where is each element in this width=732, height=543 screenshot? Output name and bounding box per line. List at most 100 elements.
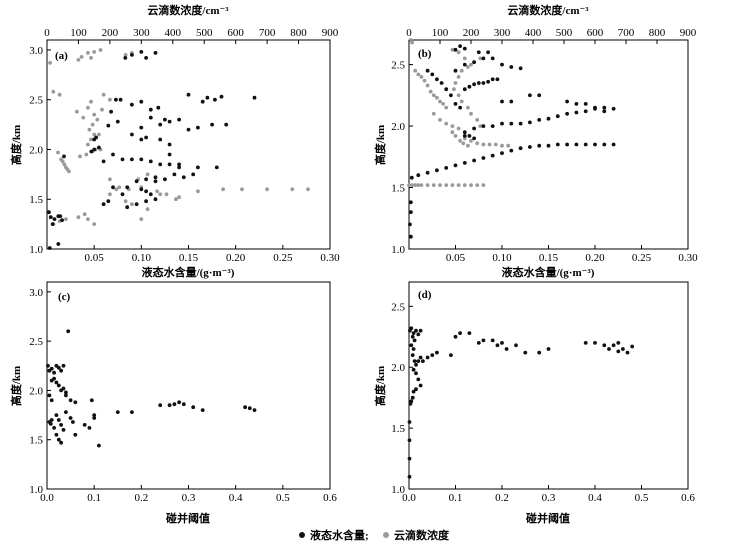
panel-b-liquid-point [574,142,579,147]
panel-a-liquid-point [144,199,149,204]
panel-a-liquid-point [139,50,144,54]
panel-b-liquid-point [611,106,616,111]
panel-a-droplet-point [89,137,93,142]
panel-a-liquid-point [186,127,191,132]
panel-b-droplet-point [413,68,418,73]
panel-b-droplet-point [410,183,414,188]
panel-c-liquid-point [172,402,177,407]
panel-a-liquid-point [153,179,158,184]
panel-b-xtick-label: 0.15 [539,252,559,264]
panel-c-label: (c) [58,291,71,303]
panel-c-ytick-label: 1.0 [29,484,43,496]
panel-a-droplet-point [123,53,128,57]
panel-b-liquid-point [449,93,453,98]
panel-d-liquid-point [583,341,588,345]
panel-d-liquid-point [410,334,415,339]
panel-b-droplet-point [487,142,492,147]
panel-b-droplet-point [466,143,470,148]
panel-a-ytick-label: 3.0 [29,45,43,57]
panel-b-liquid-point [462,46,467,51]
panel-a-liquid-point [191,172,196,177]
panel-a-liquid-point [148,159,153,164]
panel-b-droplet-point [493,142,498,147]
panel-a-ytick-label: 1.5 [29,194,43,206]
panel-d-liquid-point [421,359,425,363]
panel-a-liquid-point [186,92,191,97]
panel-b-liquid-point [462,161,467,165]
panel-c-xtick-label: 0.3 [182,492,196,504]
panel-b-liquid-point [453,163,458,168]
panel-d-liquid-point [418,355,423,360]
panel-a-liquid-point [48,215,53,220]
panel-b-droplet-point [475,118,480,122]
panel-b-xtick-label: 0.25 [632,252,652,264]
panel-a-droplet-point [101,92,106,97]
panel-b-liquid-point [462,62,467,67]
panel-a-liquid-point [56,242,61,246]
panel-b-liquid-point [472,136,476,141]
panel-a-liquid-point [47,210,51,215]
panel-b-droplet-point [506,143,511,148]
panel-d-liquid-point [616,341,621,345]
panel-d-label: (d) [418,289,432,301]
panel-d-xtick-label: 0.4 [588,492,602,504]
panel-b-liquid-point [546,143,551,148]
panel-a-droplet-point [97,132,101,137]
panel-a-droplet-point [114,187,119,192]
panel-a: 0.05 0.10 0.15 0.20 0.25 0.30 1.0 1.5 2.0 2.5 3.00… [9,3,340,279]
panel-b-liquid-point [518,146,523,151]
panel-b-top-xtick-label: 600 [587,27,604,39]
panel-b-liquid-point [444,87,449,92]
panel-b-droplet-point [431,183,436,188]
panel-b-droplet-point [469,138,473,143]
panel-d-liquid-point [418,328,423,333]
panel-c-liquid-point [61,363,66,368]
panel-a-droplet-point [177,195,182,200]
panel-a-liquid-point [224,122,229,127]
legend-liquid-marker [299,532,305,538]
panel-c-liquid-point [92,416,97,420]
panel-a-droplet-point [155,189,160,194]
panel-b-top-xtick-label: 200 [463,27,480,39]
panel-c-liquid-point [56,437,61,442]
panel-a-droplet-point [92,112,97,117]
panel-b-droplet-point [452,87,456,92]
panel-a-droplet-point [139,217,144,222]
panel-a-liquid-point [181,175,186,180]
panel-b-droplet-point [475,141,480,146]
panel-d-liquid-point [407,456,412,461]
panel-c-xlabel: 碰并阈值 [166,511,210,525]
panel-a-droplet-point [145,172,150,177]
panel-b-xtick-label: 0.20 [585,252,605,264]
panel-d-xlabel: 碰并阈值 [526,511,570,525]
panel-a-droplet-point [98,48,103,52]
panel-a-liquid-point [148,192,153,197]
panel-a-liquid-point [50,222,55,227]
panel-b-liquid-point [453,47,458,52]
panel-a-liquid-point [167,152,172,157]
panel-a-liquid-point [60,218,64,223]
panel-d-liquid-point [611,343,616,348]
panel-a-liquid-point [177,165,182,170]
panel-d-liquid-point [449,353,453,357]
panel-c: 0.0 0.1 0.2 0.3 0.4 0.5 0.6 1.0 1.5 2.0 2.5 3.0 (c)… [9,281,337,525]
panel-a-droplet-point [90,122,95,127]
panel-c-xtick-label: 0.2 [134,492,148,504]
panel-a-liquid-point [111,152,115,157]
panel-a-top-xtick-label: 800 [290,27,307,39]
panel-b-liquid-point [481,124,486,128]
panel-a-top-xlabel: 云滴数浓度/cm⁻³ [147,3,229,17]
panel-b-liquid-point [462,134,467,138]
panel-c-liquid-point [49,366,54,371]
panel-b-liquid-point [453,68,458,73]
panel-b-liquid-point [555,114,560,119]
panel-d-liquid-point [453,334,458,339]
panel-a-top-xtick-label: 400 [165,27,182,39]
panel-b: 0.05 0.10 0.15 0.20 0.25 0.30 1.0 1.5 2.0 2.5 0 100… [373,3,698,279]
panel-a-liquid-point [214,165,219,170]
panel-b-droplet-point [466,65,470,69]
panel-c-liquid-point [52,370,56,375]
panel-c-liquid-point [87,426,92,430]
panel-b-liquid-point [565,111,569,116]
panel-a-liquid-point [130,53,134,57]
